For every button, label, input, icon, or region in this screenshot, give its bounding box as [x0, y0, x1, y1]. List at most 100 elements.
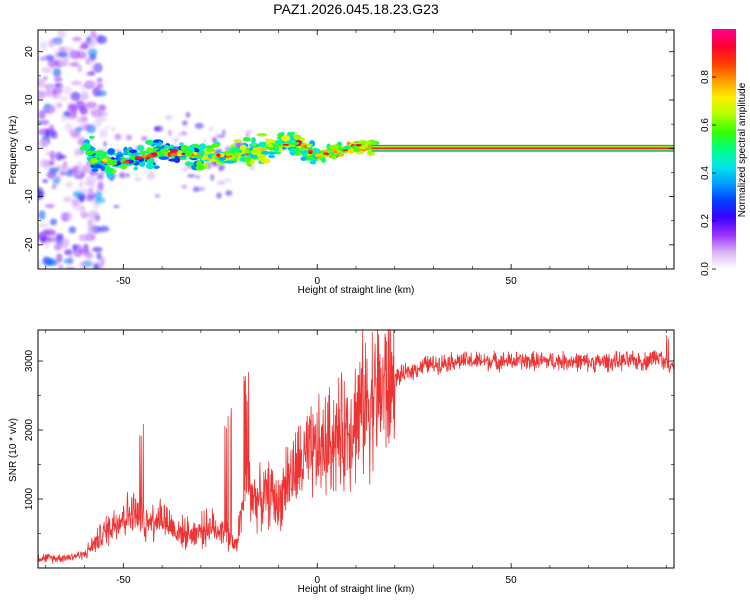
- noise-blob: [217, 134, 226, 138]
- noise-blob: [221, 129, 226, 136]
- ridge-blob: [239, 144, 247, 152]
- noise-blob: [134, 176, 142, 182]
- y-tick-label: 20: [24, 46, 35, 58]
- noise-blob: [58, 264, 64, 269]
- ridge-core: [267, 144, 274, 148]
- ridge-blob: [146, 147, 154, 153]
- noise-blob: [58, 46, 67, 53]
- noise-blob: [42, 179, 49, 184]
- ridge-blob: [85, 150, 96, 155]
- ridge-blob: [233, 139, 242, 143]
- noise-blob: [95, 191, 103, 200]
- ridge-blob: [195, 164, 205, 171]
- x-tick-label: 0: [314, 575, 320, 586]
- noise-blob: [63, 161, 68, 167]
- noise-blob: [76, 188, 89, 194]
- noise-blob: [216, 192, 222, 199]
- noise-blob: [39, 41, 48, 51]
- ridge-blob: [184, 161, 194, 166]
- ridge-core: [329, 151, 334, 155]
- noise-blob: [216, 180, 226, 186]
- noise-blob: [70, 80, 83, 86]
- noise-blob: [95, 116, 107, 122]
- ridge-blob: [209, 158, 218, 162]
- noise-blob: [38, 190, 45, 200]
- colorbar-ticks: 0.0 0.2 0.4 0.6 0.8: [700, 70, 716, 276]
- noise-blob: [180, 131, 187, 136]
- noise-blob: [51, 183, 57, 190]
- noise-blob: [38, 78, 46, 83]
- noise-blob: [52, 64, 60, 70]
- ridge-core: [362, 145, 367, 150]
- spectrogram-x-label: Height of straight line (km): [298, 285, 415, 296]
- noise-blob: [80, 41, 89, 48]
- noise-blob: [85, 80, 98, 87]
- noise-blob: [88, 210, 99, 220]
- ridge-blob: [129, 155, 137, 160]
- noise-blob: [38, 109, 46, 120]
- colorbar-tick-label: 0.0: [700, 262, 711, 276]
- noise-blob: [65, 211, 73, 220]
- noise-blob: [79, 261, 90, 269]
- ridge-core: [336, 150, 342, 153]
- noise-blob: [181, 184, 188, 189]
- ridge-blob: [289, 131, 296, 136]
- noise-blob: [192, 186, 200, 193]
- noise-blob: [97, 90, 107, 97]
- ridge-core: [167, 152, 171, 157]
- ridge-core: [211, 154, 216, 159]
- ridge-blob: [196, 160, 203, 167]
- noise-blob: [177, 131, 181, 138]
- ridge-core: [192, 151, 198, 156]
- noise-blob: [51, 87, 63, 95]
- ridge-core: [193, 154, 201, 159]
- x-tick-label: 50: [506, 575, 518, 586]
- noise-blob: [42, 256, 52, 267]
- colorbar-tick-label: 0.2: [700, 214, 711, 228]
- ridge-blob: [84, 145, 91, 150]
- ridge-blob: [280, 131, 285, 136]
- x-tick-label: 50: [506, 276, 518, 287]
- ridge-blob: [111, 169, 117, 174]
- noise-blob: [56, 175, 61, 180]
- ridge-core: [314, 153, 323, 158]
- noise-blob: [185, 112, 191, 118]
- noise-blob: [212, 136, 217, 143]
- spectrogram-marks: [38, 30, 674, 269]
- y-tick-label: -10: [24, 189, 35, 204]
- noise-blob: [90, 109, 103, 118]
- ridge-core: [343, 145, 351, 150]
- noise-blob: [194, 122, 204, 129]
- y-tick-label: 0: [24, 145, 35, 151]
- noise-blob: [46, 236, 57, 243]
- noise-blob: [57, 30, 66, 39]
- ridge-core: [300, 146, 306, 150]
- ridge-core: [308, 151, 313, 155]
- noise-blob: [74, 148, 81, 157]
- ridge-blob: [329, 144, 339, 150]
- ridge-core: [292, 141, 300, 145]
- noise-blob: [168, 129, 172, 137]
- noise-blob: [196, 175, 200, 179]
- noise-blob: [94, 62, 102, 72]
- ridge-blob: [123, 151, 129, 156]
- noise-blob: [80, 234, 92, 240]
- ridge-core: [101, 158, 108, 163]
- noise-blob: [43, 83, 56, 90]
- noise-blob: [52, 67, 62, 78]
- noise-blob: [48, 38, 56, 48]
- x-tick-label: -50: [116, 575, 131, 586]
- ridge-blob: [205, 148, 216, 153]
- ridge-blob: [152, 139, 160, 143]
- noise-blob: [96, 251, 102, 260]
- noise-blob: [38, 260, 42, 269]
- ridge-blob: [199, 143, 207, 150]
- ridge-core: [313, 150, 318, 155]
- noise-blob: [53, 76, 63, 82]
- ridge-blob: [293, 134, 302, 141]
- colorbar-label: Normalized spectral amplitude: [737, 82, 748, 217]
- ridge-blob: [244, 156, 251, 163]
- noise-blob: [96, 77, 103, 83]
- ridge-core: [206, 157, 211, 160]
